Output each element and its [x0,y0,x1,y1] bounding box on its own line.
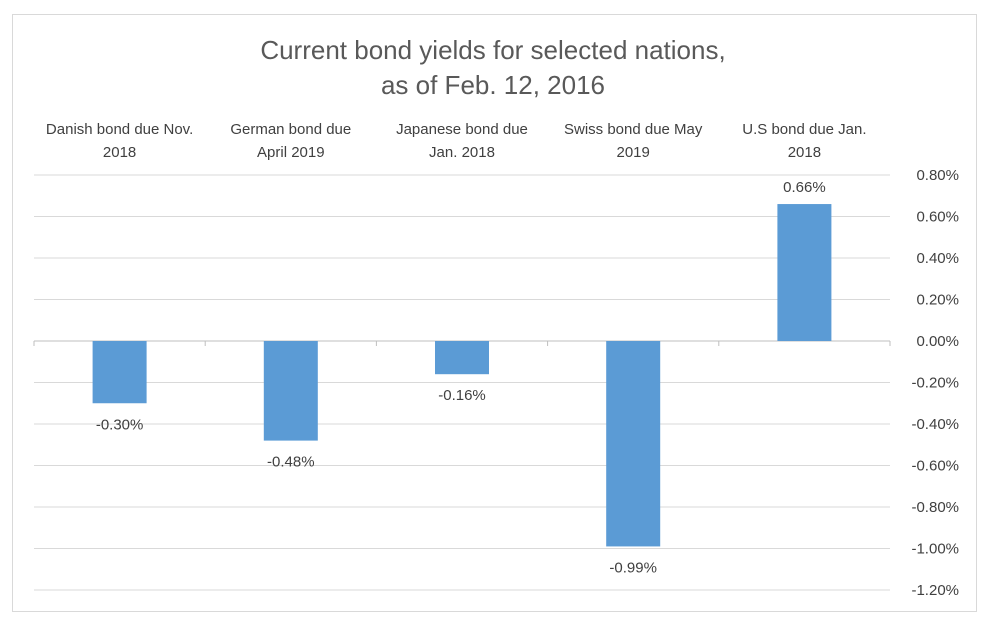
y-tick-label: -0.80% [911,499,959,516]
y-tick-label: 0.60% [916,209,959,226]
grid-lines [33,174,891,591]
category-label: 2018 [103,144,136,161]
y-tick-label: 0.40% [916,250,959,267]
bar [92,341,147,404]
data-label: 0.66% [783,179,826,196]
bar [606,341,661,547]
bar [435,341,489,375]
y-tick-label: -1.20% [911,582,959,599]
chart-title-line-1: Current bond yields for selected nations… [260,35,725,65]
data-label: -0.99% [609,559,657,576]
category-label: U.S bond due Jan. [742,121,866,138]
y-tick-label: 0.20% [916,292,959,309]
y-tick-label: -0.40% [911,416,959,433]
category-label: 2019 [617,144,650,161]
category-label: Swiss bond due May [564,121,703,138]
data-labels: -0.30% -0.48% -0.16% -0.99% 0.66% [96,179,826,576]
category-label: April 2019 [257,144,325,161]
data-label: -0.48% [267,454,315,471]
category-label: Japanese bond due [396,121,528,138]
category-label: German bond due [230,121,351,138]
category-label: 2018 [788,144,821,161]
chart-title-line-2: as of Feb. 12, 2016 [381,70,605,100]
bar [263,341,318,441]
bars [92,204,832,547]
y-tick-label: -1.00% [911,541,959,558]
category-label: Danish bond due Nov. [46,121,193,138]
category-label: Jan. 2018 [429,144,495,161]
bar [777,204,832,341]
y-tick-label: 0.80% [916,167,959,184]
y-tick-label: -0.20% [911,375,959,392]
y-axis-tick-labels: 0.80% 0.60% 0.40% 0.20% 0.00% -0.20% -0.40% -0.… [911,167,959,599]
data-label: -0.30% [96,416,144,433]
y-tick-label: -0.60% [911,458,959,475]
y-tick-label: 0.00% [916,333,959,350]
category-labels: Danish bond due Nov. 2018 German bond due A… [46,121,867,161]
data-label: -0.16% [438,387,486,404]
